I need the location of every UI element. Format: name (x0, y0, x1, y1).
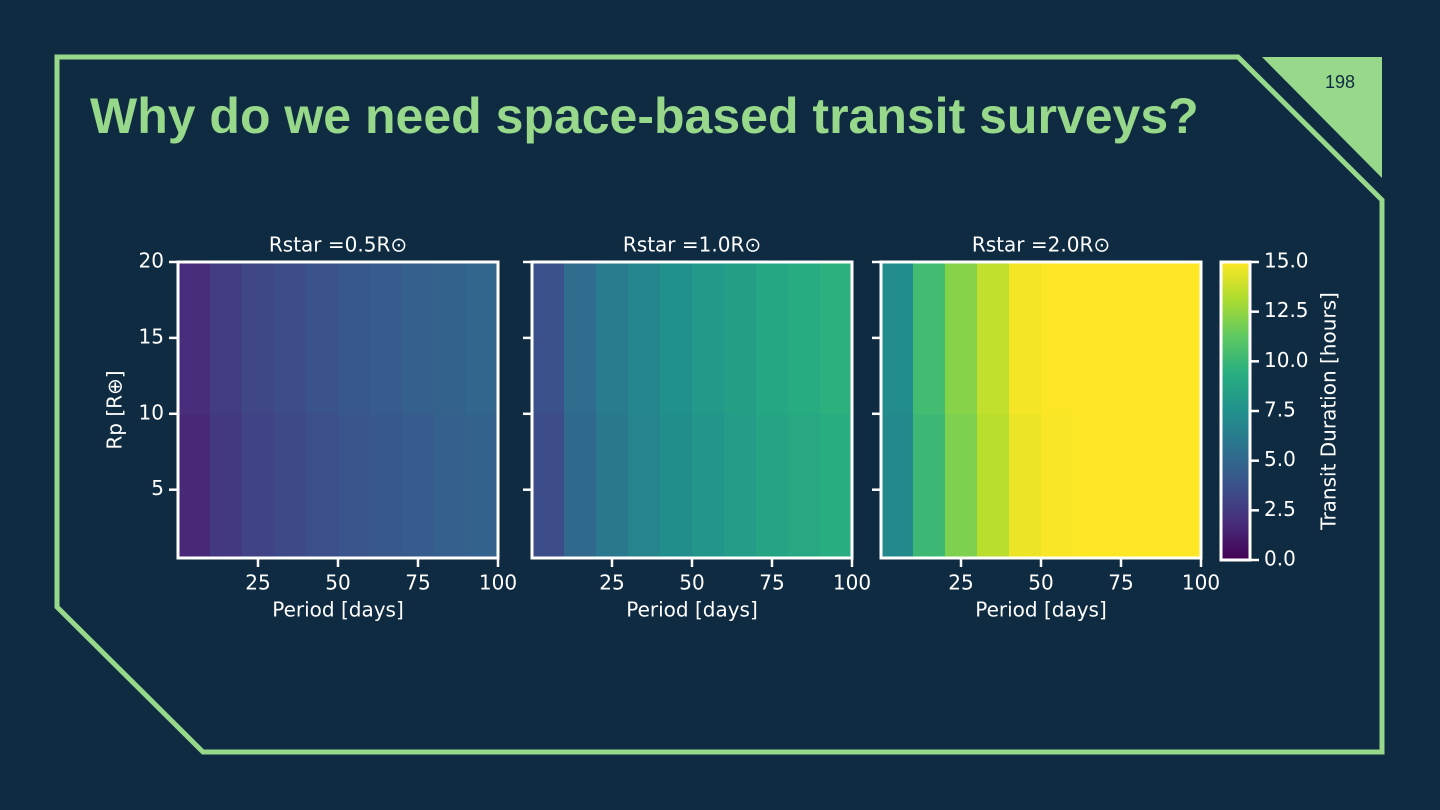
colorbar-tick-label: 5.0 (1264, 447, 1296, 471)
page-number: 198 (1325, 72, 1355, 92)
x-tick-label: 100 (833, 571, 871, 595)
heat-cell (1169, 413, 1202, 559)
heat-cell (724, 413, 757, 559)
x-tick-label: 50 (1028, 571, 1053, 595)
x-tick-label: 100 (479, 571, 517, 595)
y-tick-label: 20 (139, 249, 164, 273)
heat-cell (466, 262, 499, 415)
heat-cell (756, 413, 789, 559)
heat-cell (788, 413, 821, 559)
colorbar-tick-label: 7.5 (1264, 398, 1296, 422)
heat-cell (564, 413, 597, 559)
heat-cell (660, 262, 693, 415)
heat-cell (788, 262, 821, 415)
heat-cell (692, 262, 725, 415)
x-axis-label: Period [days] (272, 598, 404, 622)
x-tick-label: 50 (325, 571, 350, 595)
heat-cell (628, 413, 661, 559)
colorbar-tick-label: 10.0 (1264, 348, 1309, 372)
heat-cell (210, 413, 243, 559)
x-tick-label: 75 (405, 571, 430, 595)
colorbar-tick-label: 2.5 (1264, 497, 1296, 521)
heat-cell (402, 262, 435, 415)
heat-cell (820, 413, 853, 559)
heat-cell (178, 413, 211, 559)
heat-cell (945, 413, 978, 559)
heat-cell (306, 262, 339, 415)
heat-cell (977, 413, 1010, 559)
y-tick-label: 5 (151, 476, 164, 500)
x-tick-label: 100 (1182, 571, 1220, 595)
heat-cell (1105, 262, 1138, 415)
x-axis-label: Period [days] (626, 598, 758, 622)
heat-cell (724, 262, 757, 415)
heat-cell (242, 262, 275, 415)
heat-cell (1105, 413, 1138, 559)
colorbar-tick-label: 15.0 (1264, 249, 1309, 273)
y-tick-label: 10 (139, 400, 164, 424)
heat-cell (756, 262, 789, 415)
heat-cell (881, 413, 914, 559)
frame (54, 54, 1385, 755)
heat-cell (370, 262, 403, 415)
heat-cell (306, 413, 339, 559)
heat-cell (1041, 262, 1074, 415)
heat-cell (596, 413, 629, 559)
heat-cell (628, 262, 661, 415)
heat-cell (178, 262, 211, 415)
heat-cell (1169, 262, 1202, 415)
heat-cell (370, 413, 403, 559)
heat-cell (1009, 262, 1042, 415)
colorbar-label: Transit Duration [hours] (1317, 292, 1341, 531)
colorbar (1219, 260, 1252, 562)
heat-cell (434, 262, 467, 415)
colorbar-tick-label: 0.0 (1264, 547, 1296, 571)
heat-cell (434, 413, 467, 559)
heat-cell (881, 262, 914, 415)
x-tick-label: 50 (679, 571, 704, 595)
y-tick-label: 15 (139, 324, 164, 348)
corner (1262, 57, 1382, 178)
heat-cell (1009, 413, 1042, 559)
heat-cell (977, 262, 1010, 415)
heat-cell (945, 262, 978, 415)
heat-cell (692, 413, 725, 559)
x-tick-label: 25 (245, 571, 270, 595)
heat-cell (274, 413, 307, 559)
x-tick-label: 75 (1108, 571, 1133, 595)
heat-cell (338, 262, 371, 415)
heat-cell (1137, 262, 1170, 415)
heat-cell (660, 413, 693, 559)
x-tick-label: 25 (948, 571, 973, 595)
heat-cell (1137, 413, 1170, 559)
heat-cell (242, 413, 275, 559)
heat-cell (274, 262, 307, 415)
heat-cell (596, 262, 629, 415)
slide-title: Why do we need space-based transit surve… (90, 88, 1199, 144)
heat-cell (532, 413, 565, 559)
panel-title: Rstar =1.0R⊙ (623, 233, 761, 257)
x-axis-label: Period [days] (975, 598, 1107, 622)
heat-cell (913, 262, 946, 415)
heat-cell (402, 413, 435, 559)
heat-cell (913, 413, 946, 559)
heat-cell (1073, 413, 1106, 559)
x-tick-label: 25 (599, 571, 624, 595)
heat-cell (1073, 262, 1106, 415)
heat-cell (820, 262, 853, 415)
heat-cell (338, 413, 371, 559)
heat-cell (564, 262, 597, 415)
x-tick-label: 75 (759, 571, 784, 595)
heat-cell (466, 413, 499, 559)
panel-title: Rstar =0.5R⊙ (269, 233, 407, 257)
colorbar-tick-label: 12.5 (1264, 298, 1309, 322)
heat-cell (210, 262, 243, 415)
y-axis-label: Rp [R⊕] (103, 370, 127, 449)
panel-title: Rstar =2.0R⊙ (972, 233, 1110, 257)
heat-cell (532, 262, 565, 415)
heat-cell (1041, 413, 1074, 559)
